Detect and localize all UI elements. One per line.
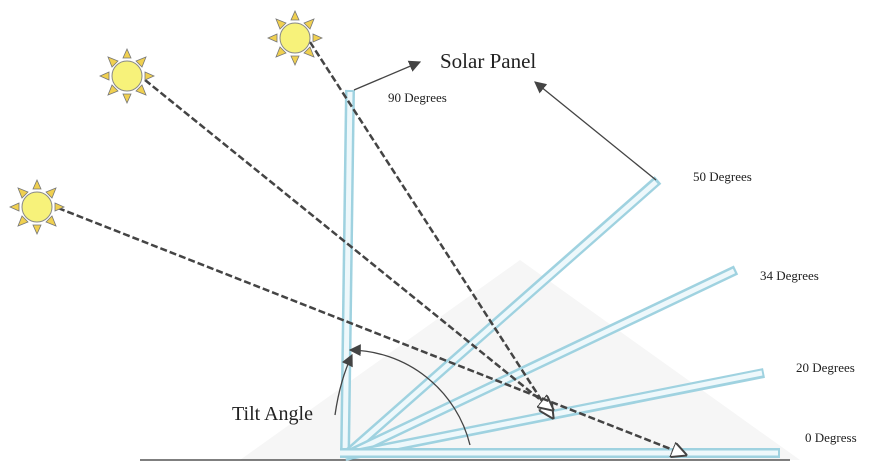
title: Solar Panel [440,49,536,73]
suns [9,10,323,235]
angle-label: 0 Degress [805,430,857,445]
angle-label: 90 Degrees [388,90,447,105]
panels [340,89,780,461]
background [240,260,800,460]
angle-label: 34 Degrees [760,268,819,283]
sun-rays [57,41,686,455]
pointer-arrows [334,60,657,446]
tilt-label: Tilt Angle [232,403,313,425]
angle-label: 20 Degrees [796,360,855,375]
angle-label: 50 Degrees [693,169,752,184]
